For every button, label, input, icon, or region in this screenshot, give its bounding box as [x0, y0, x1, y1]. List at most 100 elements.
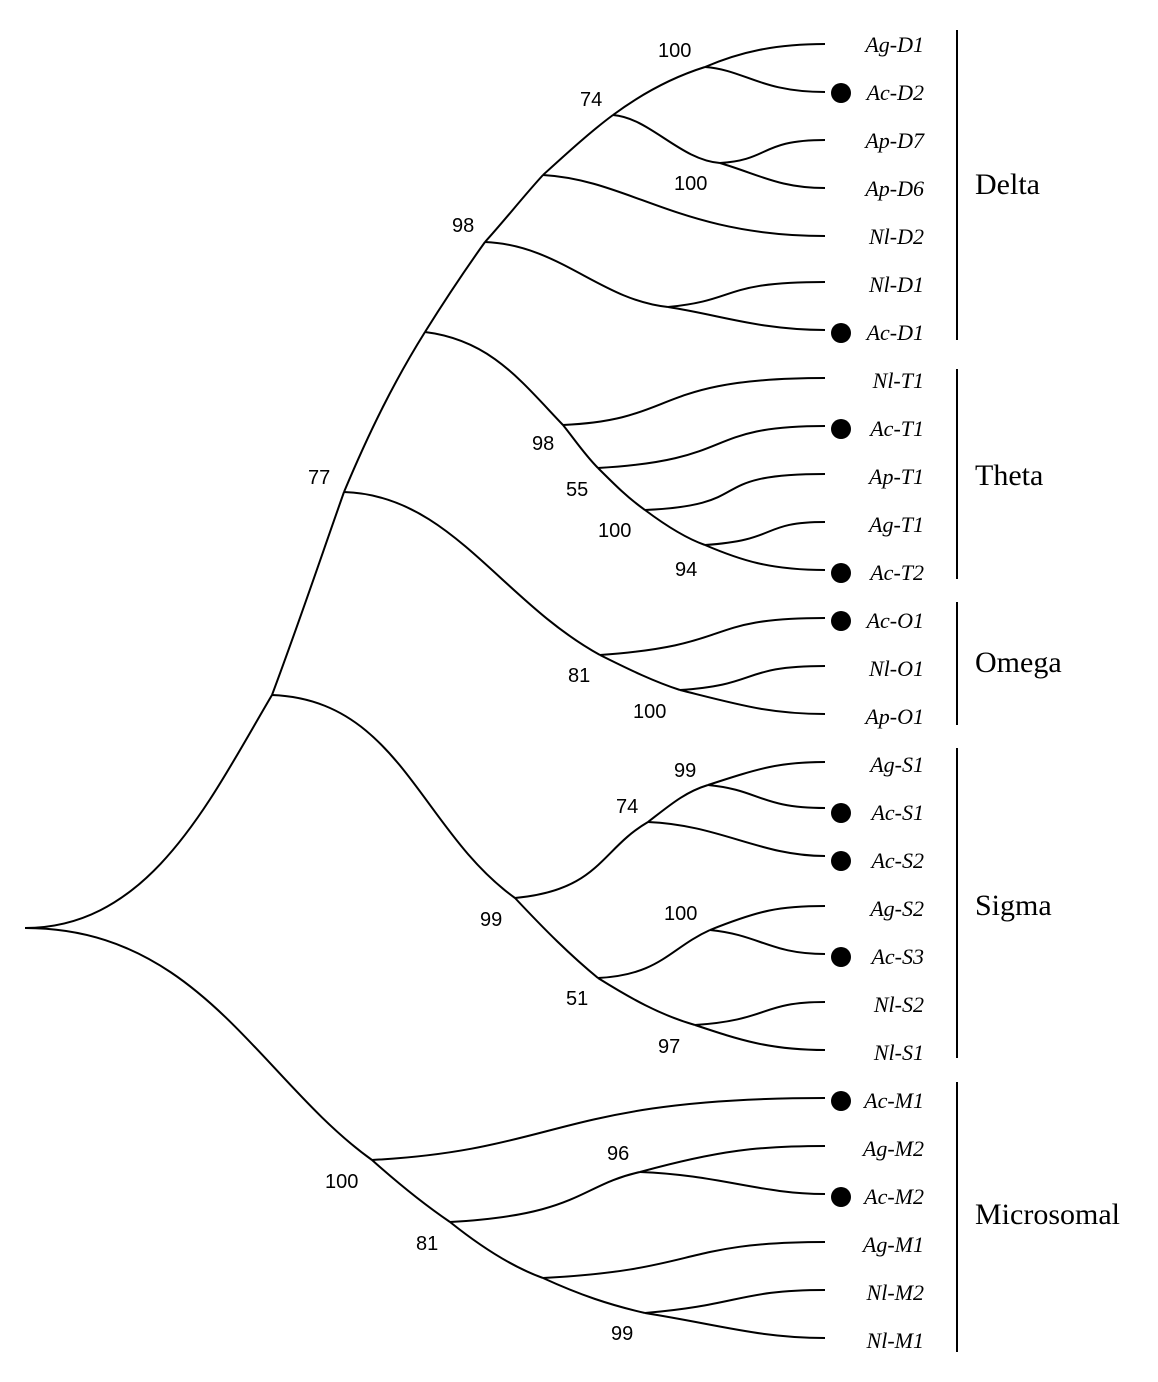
branch-to-ags2 [709, 905, 826, 931]
bootstrap-value: 99 [611, 1323, 633, 1345]
branch-n645-n705b [644, 509, 706, 546]
branch-to-acm1 [371, 1097, 826, 1161]
branch-to-act1 [597, 425, 826, 469]
branch-to-nlt1 [562, 377, 826, 426]
branch-n344-n425 [343, 331, 426, 493]
bootstrap-value: 100 [674, 173, 707, 195]
bootstrap-value: 51 [566, 988, 588, 1010]
branch-to-apd6 [719, 162, 826, 189]
branch-to-agm1 [542, 1241, 826, 1279]
branch-n613-n705 [612, 66, 706, 116]
bootstrap-value: 81 [568, 665, 590, 687]
taxon-label: Ac-S3 [869, 944, 924, 969]
taxon-label: Ac-O1 [865, 608, 924, 633]
branch-n372-n450 [371, 1159, 451, 1223]
bootstrap-value: 74 [580, 89, 602, 111]
taxon-label: Ag-M2 [861, 1136, 924, 1161]
branch-to-acd1 [667, 306, 826, 331]
branch-n450-n543 [449, 1221, 544, 1279]
bootstrap-value: 98 [532, 433, 554, 455]
branch-n600-n680 [599, 654, 681, 691]
bootstrap-value: 100 [325, 1171, 358, 1193]
branch-to-apd7 [719, 139, 826, 164]
tip-marker-dot [831, 563, 851, 583]
tip-marker-dot [831, 1187, 851, 1207]
branch-n543-n613 [542, 114, 614, 176]
group-brackets: Delta Theta Omega Sigma Microsomal [956, 30, 1120, 1352]
bootstrap-value: 99 [674, 760, 696, 782]
bootstrap-value: 55 [566, 479, 588, 501]
group-label-microsomal: Microsomal [975, 1198, 1120, 1231]
taxon-label: Ac-M2 [862, 1184, 924, 1209]
taxon-label: Nl-D1 [868, 272, 924, 297]
taxon-label: Nl-D2 [868, 224, 924, 249]
branch-to-nlo1 [679, 665, 826, 691]
branch-n485-n543 [484, 174, 544, 243]
group-label-delta: Delta [975, 168, 1040, 201]
taxon-label: Ag-S2 [868, 896, 924, 921]
bootstrap-value: 98 [452, 215, 474, 237]
group-label-theta: Theta [975, 459, 1043, 492]
branch-root-upper [24, 694, 273, 929]
branch-to-apt1 [644, 473, 826, 511]
taxon-label: Nl-M1 [866, 1328, 924, 1353]
branch-n515-n598 [514, 897, 599, 979]
tip-marker-dot [831, 1091, 851, 1111]
bootstrap-value: 100 [633, 701, 666, 723]
tree-branches [24, 43, 826, 1339]
bootstrap-value: 74 [616, 796, 638, 818]
branch-to-acs3 [709, 929, 826, 955]
taxon-label: Ag-M1 [861, 1232, 924, 1257]
bootstrap-value: 94 [675, 559, 697, 581]
taxon-label: Ac-T2 [868, 560, 924, 585]
branch-n515-n648 [514, 821, 649, 899]
tip-labels: Ag-D1 Ac-D2 Ap-D7 Ap-D6 Nl-D2 Nl-D1 Ac-D1 Nl-T1… [831, 32, 925, 1353]
branch-to-nlm2 [644, 1289, 826, 1314]
group-label-omega: Omega [975, 646, 1062, 679]
branch-n598-n710 [597, 929, 711, 979]
taxon-label: Ac-M1 [862, 1088, 924, 1113]
branch-n598-n695 [597, 977, 696, 1026]
branch-n425-n563 [424, 331, 564, 426]
branch-to-nld1 [667, 281, 826, 308]
branch-n272-n515 [271, 694, 516, 899]
branch-to-acm2 [639, 1171, 826, 1195]
branch-to-acd2 [704, 66, 826, 93]
bootstrap-value: 100 [598, 520, 631, 542]
taxon-label: Ap-T1 [867, 464, 924, 489]
taxon-label: Ap-D6 [863, 176, 924, 201]
bootstrap-value: 100 [664, 903, 697, 925]
branch-to-ags1 [707, 761, 826, 786]
branch-to-acs1 [707, 784, 826, 809]
branch-to-apo1 [679, 689, 826, 715]
branch-n613-n720 [612, 114, 721, 164]
taxon-label: Ac-D1 [865, 320, 924, 345]
taxon-label: Ag-S1 [868, 752, 924, 777]
tip-marker-dot [831, 947, 851, 967]
branch-to-nls2 [694, 1001, 826, 1026]
tip-marker-dot [831, 611, 851, 631]
branch-root-lower [24, 927, 373, 1161]
taxon-label: Ag-T1 [867, 512, 924, 537]
branch-n648-n708 [647, 784, 709, 823]
branch-n563-n598 [562, 424, 599, 469]
taxon-label: Nl-S2 [873, 992, 924, 1017]
taxon-label: Nl-M2 [866, 1280, 924, 1305]
tip-marker-dot [831, 851, 851, 871]
bootstrap-value: 100 [658, 40, 691, 62]
branch-to-agm2 [639, 1145, 826, 1173]
bootstrap-value: 81 [416, 1233, 438, 1255]
bootstrap-value: 97 [658, 1036, 680, 1058]
bootstrap-value: 77 [308, 467, 330, 489]
taxon-label: Nl-T1 [872, 368, 924, 393]
branch-to-nls1 [694, 1024, 826, 1051]
group-label-sigma: Sigma [975, 889, 1052, 922]
taxon-label: Ac-T1 [868, 416, 924, 441]
bootstrap-value: 96 [607, 1143, 629, 1165]
taxon-label: Ap-O1 [863, 704, 924, 729]
bootstrap-values: 100 74 100 98 98 55 100 94 77 81 100 99 … [308, 40, 707, 1345]
branch-n598-n645 [597, 467, 646, 511]
branch-n543-n645 [542, 1277, 646, 1314]
branch-n272-n344 [271, 491, 345, 696]
branch-to-agt1 [704, 521, 826, 546]
